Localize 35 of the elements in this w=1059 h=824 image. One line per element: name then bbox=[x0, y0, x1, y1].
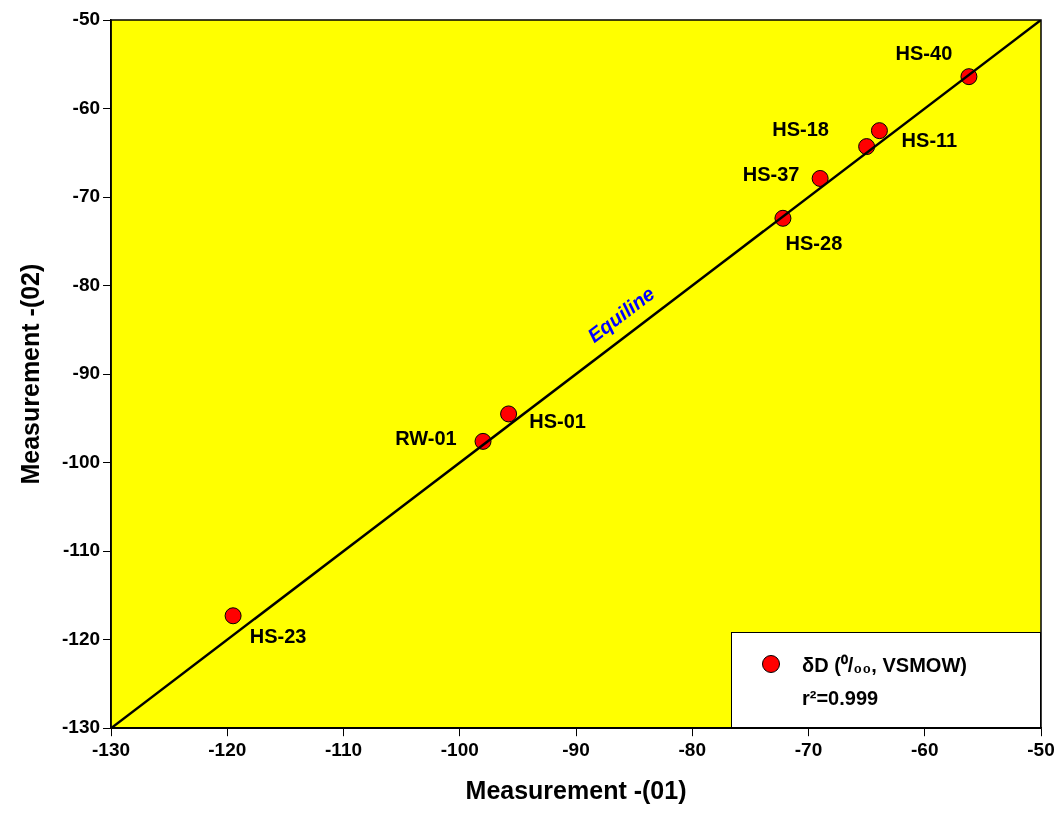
annotation: HS-18 bbox=[772, 118, 829, 141]
point bbox=[224, 607, 242, 625]
legend-label: δD (⁰/₀₀, VSMOW) bbox=[802, 652, 967, 678]
y-axis-title: Measurement -(02) bbox=[15, 263, 44, 485]
y-tick-label: -90 bbox=[72, 362, 101, 384]
x-tick-label: -90 bbox=[562, 738, 590, 760]
x-tick-label: -110 bbox=[325, 738, 363, 760]
y-tick-label: -120 bbox=[62, 627, 101, 649]
point bbox=[870, 122, 888, 140]
x-tick-label: -70 bbox=[794, 738, 823, 760]
y-tick-label: -80 bbox=[72, 273, 101, 295]
annotation: HS-28 bbox=[785, 231, 843, 254]
point bbox=[500, 405, 518, 423]
x-tick-label: -80 bbox=[678, 738, 706, 760]
y-tick-label: -70 bbox=[72, 185, 101, 207]
legend-box: δD (⁰/₀₀, VSMOW) r²=0.999 bbox=[731, 632, 1041, 729]
annotation: HS-01 bbox=[529, 410, 586, 433]
y-tick-label: -50 bbox=[72, 8, 101, 30]
x-tick-label: -120 bbox=[208, 738, 247, 760]
annotation: r²=0.999 bbox=[801, 686, 880, 712]
annotation: HS-37 bbox=[742, 162, 800, 185]
y-tick-label: -60 bbox=[72, 96, 101, 118]
x-tick-label: -50 bbox=[1027, 738, 1055, 760]
annotation: HS-40 bbox=[895, 42, 953, 65]
y-tick-label: -100 bbox=[62, 450, 101, 472]
annotation: HS-11 bbox=[901, 129, 958, 152]
point bbox=[811, 169, 829, 187]
x-tick-label: -60 bbox=[911, 738, 939, 760]
y-tick-label: -130 bbox=[62, 716, 101, 738]
annotation: RW-01 bbox=[395, 426, 457, 449]
x-tick-label: -130 bbox=[92, 738, 131, 760]
x-tick-label: -100 bbox=[440, 738, 479, 760]
x-axis-title: Measurement -(01) bbox=[465, 775, 687, 804]
y-tick-label: -110 bbox=[63, 539, 101, 561]
annotation: HS-23 bbox=[249, 625, 307, 648]
